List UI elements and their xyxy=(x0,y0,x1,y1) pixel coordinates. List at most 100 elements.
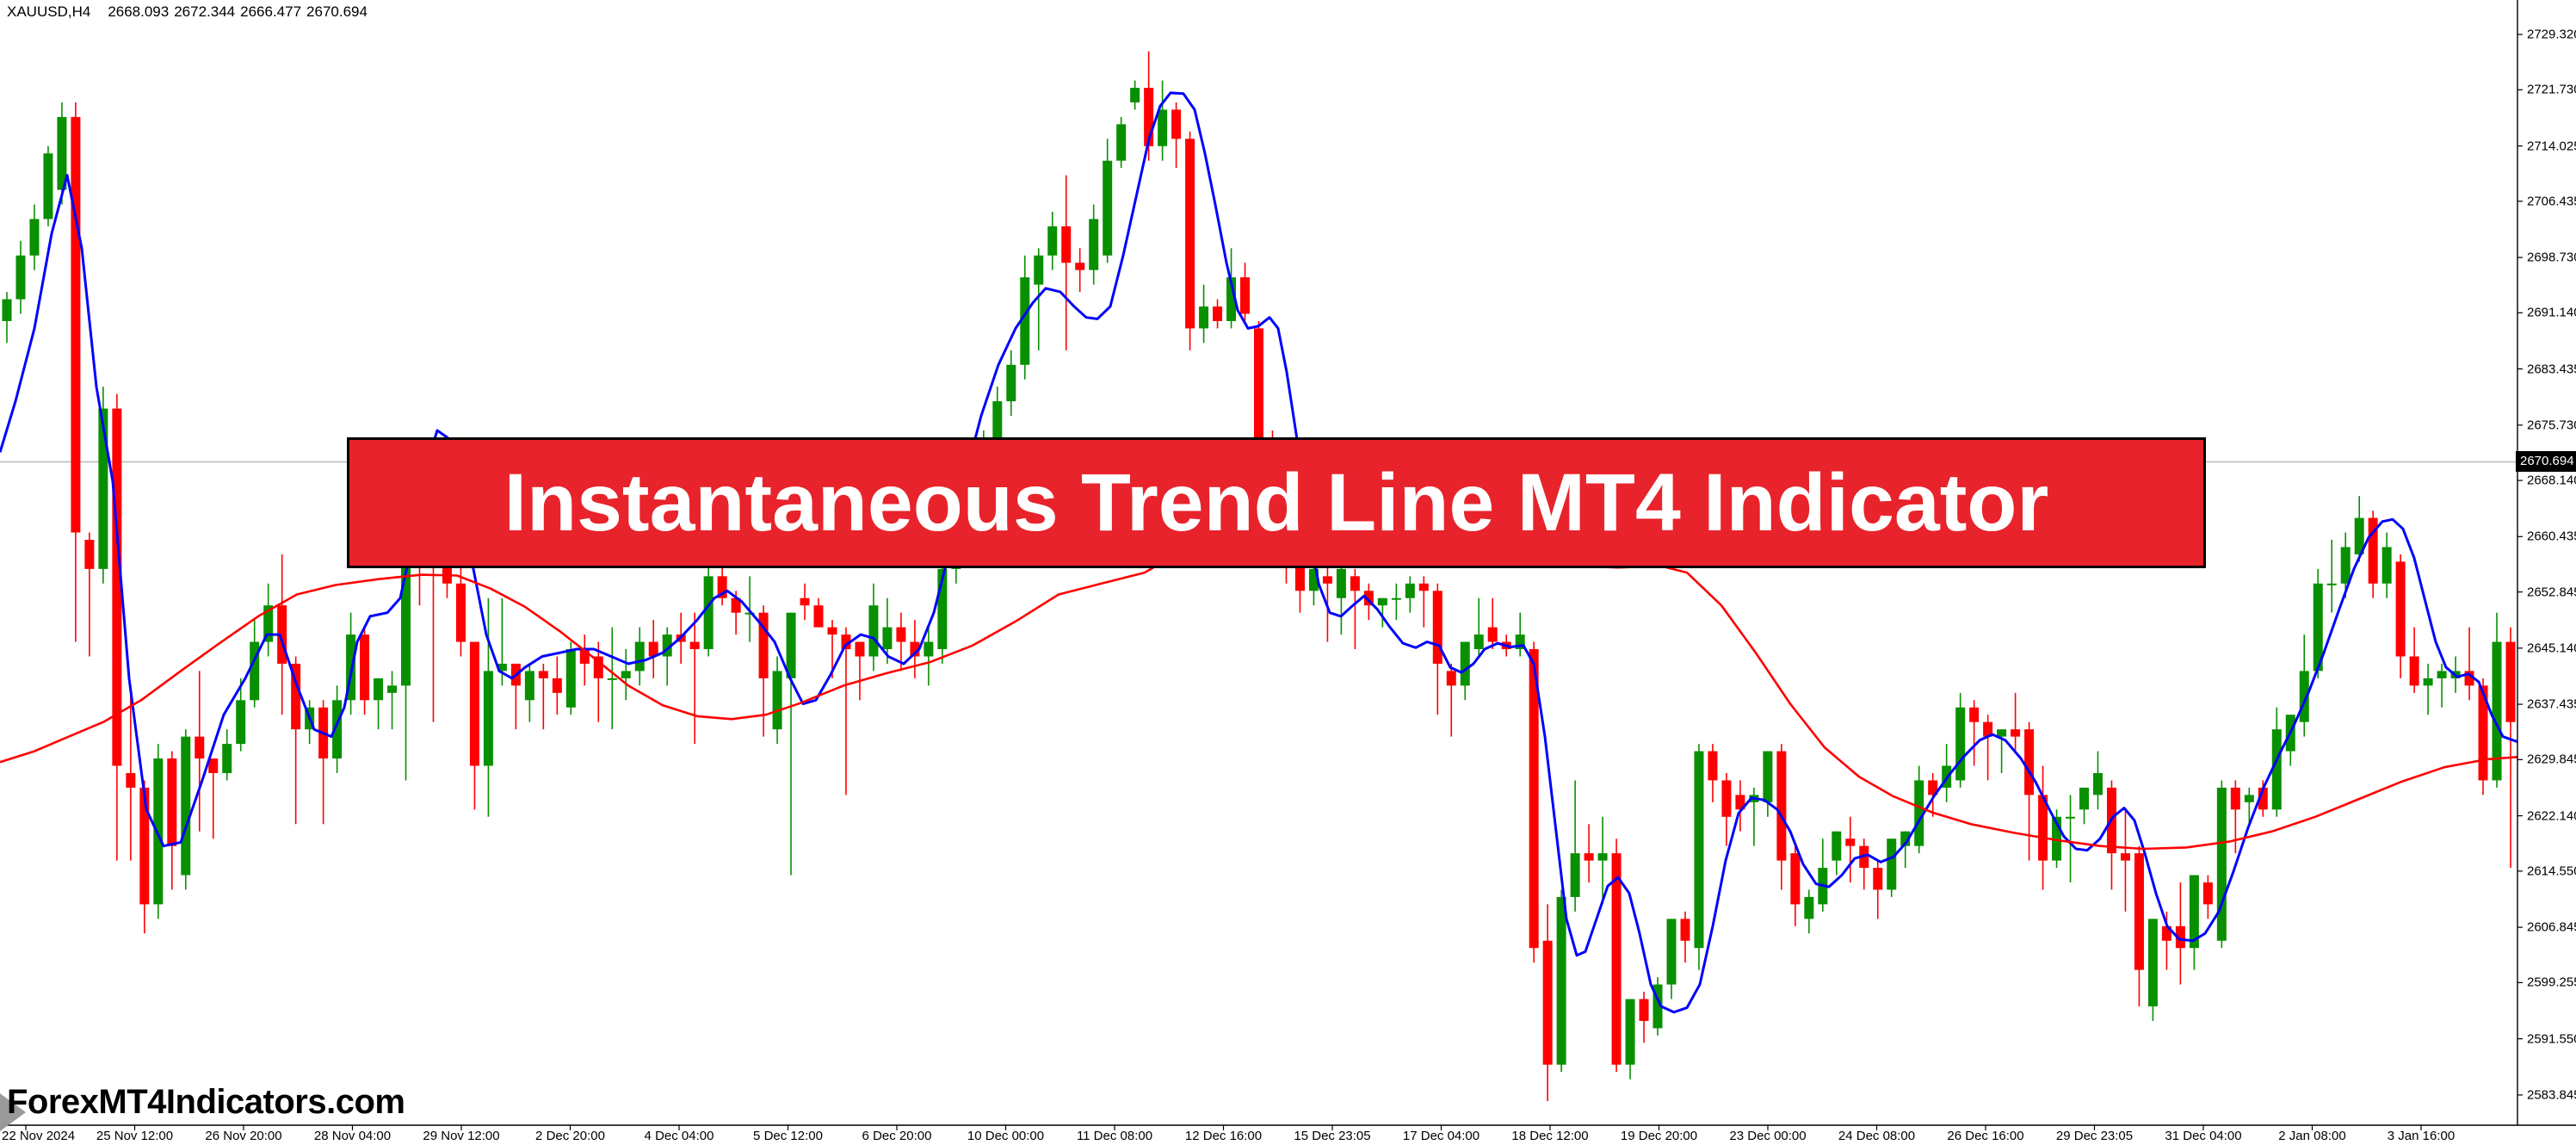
candle-body xyxy=(1694,751,1704,949)
candle-body xyxy=(648,641,658,657)
ohlc-info: XAUUSD,H4 2668.093 2672.344 2666.477 2670.69… xyxy=(7,3,368,21)
candle-body xyxy=(1611,853,1622,1065)
candle-body xyxy=(2271,729,2282,810)
high-value: 2672.344 xyxy=(174,3,236,20)
price-tick-label: 2591.550 xyxy=(2527,1031,2576,1047)
candle-body xyxy=(167,758,177,846)
candle-body xyxy=(181,736,191,876)
candle-body xyxy=(2437,671,2447,678)
candle-body xyxy=(2052,816,2062,861)
candle-body xyxy=(1213,306,1223,321)
price-tick-label: 2660.435 xyxy=(2527,529,2576,544)
candle-body xyxy=(1639,999,1649,1021)
candle-body xyxy=(250,641,260,701)
symbol-period-label: XAUUSD,H4 xyxy=(7,3,91,20)
time-tick-label: 10 Dec 00:00 xyxy=(967,1129,1045,1143)
candle-body xyxy=(882,627,893,650)
time-tick-label: 12 Dec 16:00 xyxy=(1184,1129,1263,1143)
time-tick-label: 23 Dec 00:00 xyxy=(1729,1129,1807,1143)
candle-body xyxy=(2175,925,2185,949)
time-tick-label: 11 Dec 08:00 xyxy=(1076,1129,1153,1143)
price-tick-label: 2637.435 xyxy=(2527,696,2576,712)
candle-body xyxy=(2,299,12,321)
candle-body xyxy=(1391,597,1401,600)
candle-body xyxy=(1515,634,1525,650)
candle-body xyxy=(483,671,493,766)
candle-body xyxy=(2230,787,2240,810)
candle-body xyxy=(236,700,246,745)
candle-body xyxy=(1873,868,1883,890)
candle-body xyxy=(332,700,343,759)
candle-body xyxy=(552,678,562,693)
candle-body xyxy=(689,641,700,650)
candle-body xyxy=(1969,707,1980,722)
time-tick-label: 2 Jan 08:00 xyxy=(2278,1129,2346,1143)
candle-body xyxy=(1075,263,1085,270)
candle-body xyxy=(1130,87,1140,102)
candle-body xyxy=(1047,226,1058,256)
time-tick-label: 3 Jan 16:00 xyxy=(2387,1129,2456,1143)
candle-body xyxy=(937,568,948,650)
time-tick-label: 24 Dec 08:00 xyxy=(1838,1129,1916,1143)
candle-body xyxy=(855,641,865,657)
candle-body xyxy=(1418,583,1429,591)
candle-body xyxy=(758,612,769,678)
candle-body xyxy=(1597,853,1608,861)
candle-body xyxy=(360,634,370,701)
candle-body xyxy=(1542,940,1553,1065)
candle-body xyxy=(2409,656,2419,686)
candle-body xyxy=(924,641,934,657)
promo-banner: Instantaneous Trend Line MT4 Indicator xyxy=(347,437,2206,568)
candle-body xyxy=(1144,87,1154,146)
candle-body xyxy=(195,736,205,759)
candle-body xyxy=(2244,795,2254,802)
candle-body xyxy=(910,641,920,657)
candle-body xyxy=(1020,277,1030,365)
price-tick-label: 2629.845 xyxy=(2527,752,2576,767)
candle-body xyxy=(2066,816,2076,819)
candle-body xyxy=(2368,517,2378,584)
time-tick-label: 26 Nov 20:00 xyxy=(205,1129,282,1143)
price-tick-label: 2614.550 xyxy=(2527,863,2576,879)
candle-body xyxy=(374,678,384,701)
candle-body xyxy=(208,758,219,773)
candle-body xyxy=(1363,591,1374,606)
candle-body xyxy=(1735,795,1745,810)
candle-body xyxy=(634,641,645,672)
itl-blue-line xyxy=(0,91,2518,1014)
candle-body xyxy=(277,605,287,664)
candle-body xyxy=(1721,780,1732,817)
candle-body xyxy=(1804,896,1814,919)
candle-body xyxy=(2202,882,2213,905)
candle-body xyxy=(1089,219,1099,270)
candle-body xyxy=(2299,671,2309,722)
candle-body xyxy=(1845,839,1856,846)
candle-body xyxy=(98,408,108,569)
candle-body xyxy=(1034,255,1044,285)
candle-body xyxy=(1529,649,1539,949)
candle-body xyxy=(2354,517,2364,554)
candle-body xyxy=(71,116,81,533)
candle-body xyxy=(84,540,95,569)
candle-body xyxy=(263,605,274,642)
time-tick-label: 17 Dec 04:00 xyxy=(1402,1129,1480,1143)
candle-body xyxy=(1997,729,2007,737)
candle-body xyxy=(607,678,617,680)
candle-body xyxy=(2423,678,2433,686)
candle-body xyxy=(2038,795,2048,861)
candle-body xyxy=(1158,109,1168,146)
time-tick-label: 25 Nov 12:00 xyxy=(96,1129,174,1143)
candle-body xyxy=(524,671,534,701)
candle-body xyxy=(813,605,824,628)
candle-body xyxy=(1708,751,1718,781)
price-tick-label: 2683.435 xyxy=(2527,362,2576,377)
time-tick-label: 18 Dec 12:00 xyxy=(1511,1129,1589,1143)
open-value: 2668.093 xyxy=(108,3,170,20)
candle-body xyxy=(1294,561,1305,591)
time-tick-label: 28 Nov 04:00 xyxy=(313,1129,392,1143)
candle-body xyxy=(2189,875,2199,949)
candle-body xyxy=(1185,139,1195,329)
candle-body xyxy=(2492,641,2502,781)
